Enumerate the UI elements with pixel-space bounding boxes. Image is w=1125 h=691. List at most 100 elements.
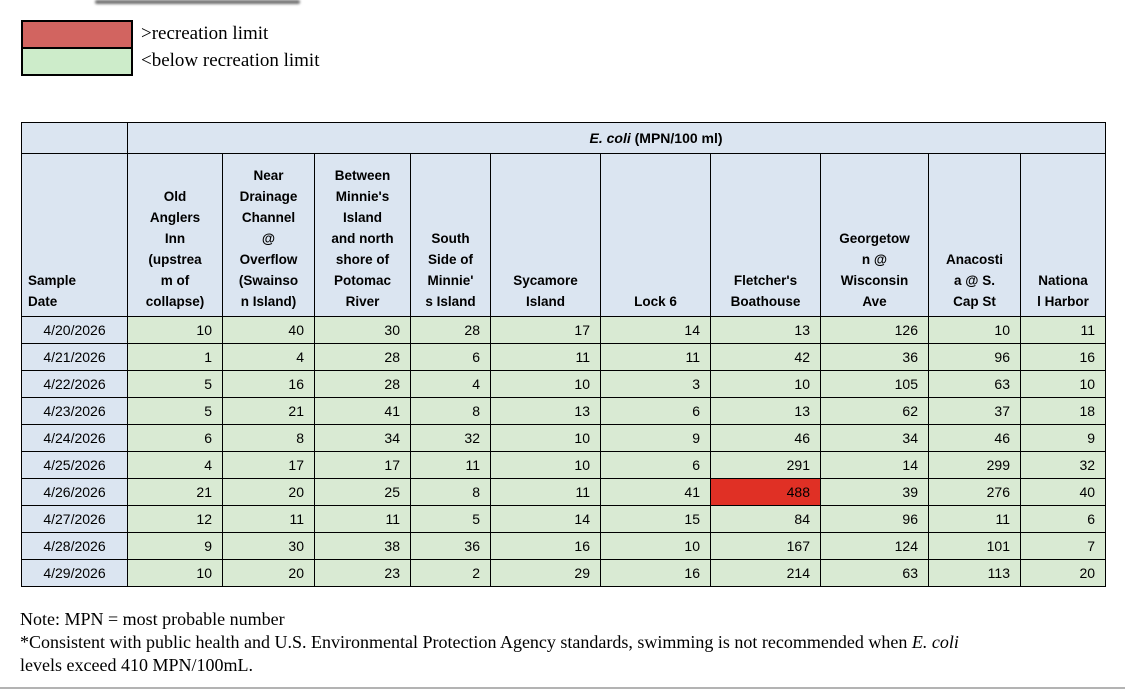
value-cell[interactable]: 39 (820, 478, 929, 506)
value-cell[interactable]: 20 (222, 478, 315, 506)
value-cell[interactable]: 4 (127, 451, 223, 479)
value-cell[interactable]: 41 (600, 478, 711, 506)
value-cell[interactable]: 9 (127, 532, 223, 560)
value-cell[interactable]: 14 (600, 316, 711, 344)
value-cell[interactable]: 4 (410, 370, 491, 398)
value-cell[interactable]: 214 (710, 559, 821, 587)
value-cell[interactable]: 18 (1019, 397, 1107, 425)
corner-cell[interactable] (21, 122, 128, 154)
value-cell[interactable]: 16 (600, 559, 711, 587)
value-cell[interactable]: 38 (314, 532, 411, 560)
value-cell[interactable]: 21 (222, 397, 315, 425)
value-cell[interactable]: 167 (710, 532, 821, 560)
column-header-georgetown-wisconsin-ave[interactable]: Georgetow n @ Wisconsin Ave (820, 153, 929, 317)
date-cell[interactable]: 4/27/2026 (21, 505, 128, 533)
value-cell[interactable]: 23 (314, 559, 411, 587)
value-cell[interactable]: 291 (710, 451, 821, 479)
value-cell[interactable]: 10 (490, 370, 601, 398)
value-cell[interactable]: 63 (820, 559, 929, 587)
value-cell[interactable]: 13 (490, 397, 601, 425)
value-cell[interactable]: 30 (314, 316, 411, 344)
value-cell[interactable]: 34 (314, 424, 411, 452)
column-header-sycamore-island[interactable]: Sycamore Island (490, 153, 601, 317)
column-header-south-side-minnies-island[interactable]: South Side of Minnie' s Island (410, 153, 491, 317)
value-cell[interactable]: 11 (410, 451, 491, 479)
value-cell[interactable]: 10 (1019, 370, 1107, 398)
value-cell[interactable]: 28 (410, 316, 491, 344)
value-cell[interactable]: 16 (222, 370, 315, 398)
value-cell[interactable]: 1 (127, 343, 223, 371)
value-cell[interactable]: 20 (1019, 559, 1107, 587)
value-cell[interactable]: 14 (490, 505, 601, 533)
column-header-drainage-channel[interactable]: Near Drainage Channel @ Overflow (Swains… (222, 153, 315, 317)
value-cell[interactable]: 5 (410, 505, 491, 533)
value-cell[interactable]: 8 (410, 478, 491, 506)
value-cell[interactable]: 17 (222, 451, 315, 479)
value-cell[interactable]: 10 (710, 370, 821, 398)
value-cell[interactable]: 32 (410, 424, 491, 452)
column-header-sample-date[interactable]: Sample Date (21, 153, 128, 317)
value-cell[interactable]: 40 (1019, 478, 1107, 506)
value-cell[interactable]: 12 (127, 505, 223, 533)
value-cell[interactable]: 30 (222, 532, 315, 560)
value-cell[interactable]: 105 (820, 370, 929, 398)
value-cell[interactable]: 25 (314, 478, 411, 506)
value-cell[interactable]: 10 (600, 532, 711, 560)
value-cell[interactable]: 6 (1019, 505, 1107, 533)
value-cell[interactable]: 29 (490, 559, 601, 587)
value-cell[interactable]: 84 (710, 505, 821, 533)
value-cell[interactable]: 6 (410, 343, 491, 371)
value-cell[interactable]: 13 (710, 316, 821, 344)
value-cell[interactable]: 34 (820, 424, 929, 452)
value-cell[interactable]: 2 (410, 559, 491, 587)
value-cell[interactable]: 10 (127, 559, 223, 587)
value-cell[interactable]: 9 (1019, 424, 1107, 452)
date-cell[interactable]: 4/20/2026 (21, 316, 128, 344)
value-cell[interactable]: 10 (928, 316, 1021, 344)
value-cell[interactable]: 5 (127, 397, 223, 425)
value-cell[interactable]: 11 (314, 505, 411, 533)
column-header-lock-6[interactable]: Lock 6 (600, 153, 711, 317)
value-cell[interactable]: 28 (314, 370, 411, 398)
value-cell[interactable]: 11 (490, 343, 601, 371)
date-cell[interactable]: 4/29/2026 (21, 559, 128, 587)
value-cell[interactable]: 15 (600, 505, 711, 533)
value-cell[interactable]: 32 (1019, 451, 1107, 479)
value-cell[interactable]: 36 (820, 343, 929, 371)
value-cell[interactable]: 96 (820, 505, 929, 533)
column-header-anacostia-s-cap-st[interactable]: Anacosti a @ S. Cap St (928, 153, 1021, 317)
value-cell[interactable]: 6 (600, 451, 711, 479)
value-cell[interactable]: 63 (928, 370, 1021, 398)
value-cell[interactable]: 42 (710, 343, 821, 371)
value-cell[interactable]: 16 (490, 532, 601, 560)
value-cell[interactable]: 20 (222, 559, 315, 587)
value-cell[interactable]: 299 (928, 451, 1021, 479)
table-title-cell[interactable]: E. coli (MPN/100 ml) (126, 122, 1107, 154)
value-cell[interactable]: 6 (600, 397, 711, 425)
value-cell[interactable]: 276 (928, 478, 1021, 506)
column-header-old-anglers-inn[interactable]: Old Anglers Inn (upstrea m of collapse) (127, 153, 223, 317)
value-cell[interactable]: 46 (928, 424, 1021, 452)
value-cell[interactable]: 11 (600, 343, 711, 371)
value-cell[interactable]: 41 (314, 397, 411, 425)
value-cell[interactable]: 10 (127, 316, 223, 344)
value-cell[interactable]: 13 (710, 397, 821, 425)
value-cell[interactable]: 124 (820, 532, 929, 560)
date-cell[interactable]: 4/25/2026 (21, 451, 128, 479)
value-cell[interactable]: 36 (410, 532, 491, 560)
value-cell[interactable]: 4 (222, 343, 315, 371)
value-cell[interactable]: 16 (1019, 343, 1107, 371)
value-cell[interactable]: 5 (127, 370, 223, 398)
column-header-minnies-island-north-shore[interactable]: Between Minnie's Island and north shore … (314, 153, 411, 317)
value-cell[interactable]: 11 (222, 505, 315, 533)
value-cell[interactable]: 40 (222, 316, 315, 344)
value-cell[interactable]: 96 (928, 343, 1021, 371)
date-cell[interactable]: 4/26/2026 (21, 478, 128, 506)
value-cell[interactable]: 21 (127, 478, 223, 506)
value-cell[interactable]: 7 (1019, 532, 1107, 560)
column-header-national-harbor[interactable]: Nationa l Harbor (1019, 153, 1107, 317)
value-cell[interactable]: 3 (600, 370, 711, 398)
value-cell[interactable]: 9 (600, 424, 711, 452)
value-cell[interactable]: 8 (410, 397, 491, 425)
date-cell[interactable]: 4/21/2026 (21, 343, 128, 371)
